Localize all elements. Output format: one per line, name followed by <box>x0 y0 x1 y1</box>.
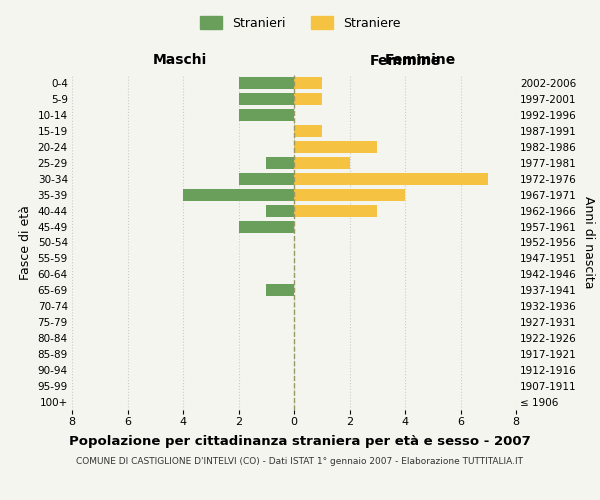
Text: COMUNE DI CASTIGLIONE D'INTELVI (CO) - Dati ISTAT 1° gennaio 2007 - Elaborazione: COMUNE DI CASTIGLIONE D'INTELVI (CO) - D… <box>77 458 523 466</box>
Bar <box>294 172 488 184</box>
Bar <box>239 172 294 184</box>
Bar <box>294 77 322 89</box>
Text: Femmine: Femmine <box>385 54 455 68</box>
Bar <box>239 93 294 105</box>
Bar <box>294 157 350 168</box>
Text: Popolazione per cittadinanza straniera per età e sesso - 2007: Popolazione per cittadinanza straniera p… <box>69 435 531 448</box>
Legend: Stranieri, Straniere: Stranieri, Straniere <box>194 11 406 35</box>
Y-axis label: Anni di nascita: Anni di nascita <box>583 196 595 289</box>
Bar <box>239 220 294 232</box>
Bar <box>239 109 294 121</box>
Y-axis label: Fasce di età: Fasce di età <box>19 205 32 280</box>
Bar <box>294 141 377 153</box>
Bar <box>266 204 294 216</box>
Bar <box>294 188 405 200</box>
Bar <box>294 125 322 137</box>
Bar <box>239 77 294 89</box>
Text: Maschi: Maschi <box>153 54 207 68</box>
Bar <box>294 93 322 105</box>
Bar <box>294 204 377 216</box>
Bar <box>183 188 294 200</box>
Text: Femmine: Femmine <box>370 54 440 68</box>
Bar <box>266 284 294 296</box>
Bar <box>266 157 294 168</box>
